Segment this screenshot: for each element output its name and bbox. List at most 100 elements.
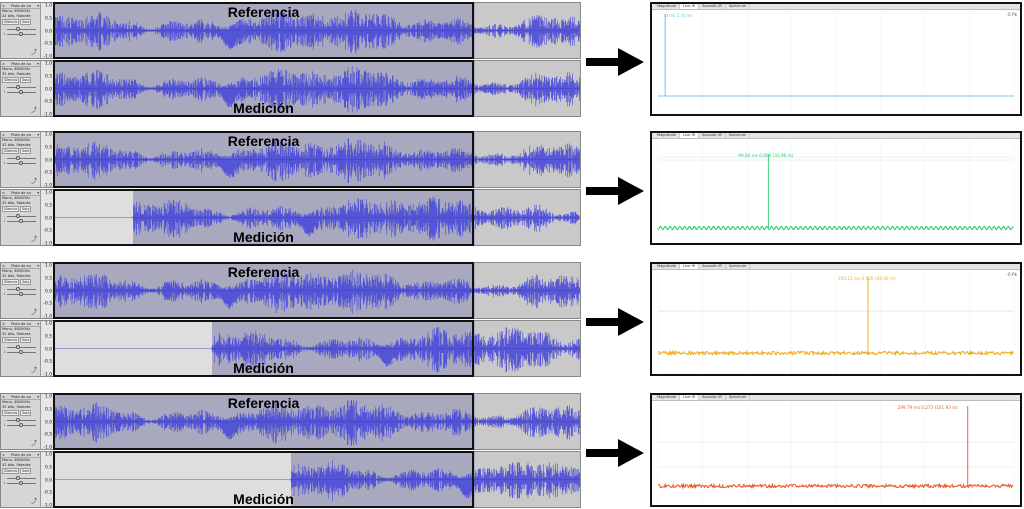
close-icon[interactable]: × (2, 395, 6, 399)
gain-slider[interactable]: - (3, 214, 38, 219)
gain-knob[interactable] (16, 214, 20, 219)
gain-knob[interactable] (16, 156, 20, 161)
waveform-area[interactable] (54, 132, 580, 187)
tab-spectrum[interactable]: Spectrum (726, 133, 751, 138)
tab-spectrum[interactable]: Spectrum (726, 395, 751, 400)
track-name[interactable]: Pista de au (11, 395, 32, 399)
measurement-track[interactable]: × Pista de au ▾ Mono, 48000Hz 32 bits, flota… (0, 451, 581, 509)
waveform-area[interactable] (54, 263, 580, 318)
track-name[interactable]: Pista de au (11, 133, 32, 137)
pan-knob[interactable] (19, 350, 23, 355)
solo-button[interactable]: Solo (20, 410, 32, 417)
impulse-response-panel[interactable]: Magnitude Live IR Acoustic IR Spectrum 99.84… (650, 131, 1022, 245)
collapse-arrow-icon[interactable]: ⤴ (30, 308, 37, 316)
mute-button[interactable]: Silencio (2, 468, 20, 475)
track-name[interactable]: Pista de au (11, 453, 32, 457)
solo-button[interactable]: Solo (20, 19, 32, 26)
mute-button[interactable]: Silencio (2, 148, 20, 155)
waveform-area[interactable] (54, 452, 580, 507)
close-icon[interactable]: × (2, 322, 6, 326)
tab-magnitude[interactable]: Magnitude (654, 264, 681, 269)
waveform-area[interactable] (54, 190, 580, 245)
track-name-row[interactable]: × Pista de au ▾ (1, 132, 40, 139)
collapse-arrow-icon[interactable]: ⤴ (30, 235, 37, 243)
close-icon[interactable]: × (2, 62, 6, 66)
track-name-row[interactable]: × Pista de au ▾ (1, 61, 40, 68)
pan-knob[interactable] (19, 423, 23, 428)
mute-button[interactable]: Silencio (2, 410, 20, 417)
collapse-arrow-icon[interactable]: ⤴ (30, 177, 37, 185)
pan-knob[interactable] (19, 219, 23, 224)
pan-slider[interactable]: I (3, 292, 38, 297)
chevron-down-icon[interactable]: ▾ (37, 4, 39, 8)
chevron-down-icon[interactable]: ▾ (37, 133, 39, 137)
pan-knob[interactable] (19, 161, 23, 166)
tab-magnitude[interactable]: Magnitude (654, 395, 681, 400)
pan-slider[interactable]: I (3, 161, 38, 166)
collapse-arrow-icon[interactable]: ⤴ (30, 497, 37, 505)
gain-knob[interactable] (16, 287, 20, 292)
mute-button[interactable]: Silencio (2, 337, 20, 344)
gain-knob[interactable] (16, 27, 20, 32)
collapse-arrow-icon[interactable]: ⤴ (30, 106, 37, 114)
reference-track[interactable]: × Pista de au ▾ Mono, 48000Hz 32 bits, flota… (0, 262, 581, 320)
chevron-down-icon[interactable]: ▾ (37, 191, 39, 195)
gain-slider[interactable]: - (3, 156, 38, 161)
collapse-arrow-icon[interactable]: ⤴ (30, 48, 37, 56)
tab-acoustic-ir[interactable]: Acoustic IR (699, 133, 726, 138)
measurement-track[interactable]: × Pista de au ▾ Mono, 48000Hz 32 bits, flota… (0, 60, 581, 118)
gain-slider[interactable]: - (3, 476, 38, 481)
solo-button[interactable]: Solo (20, 279, 32, 286)
impulse-response-panel[interactable]: Magnitude Live IR Acoustic IR Spectrum 299.7… (650, 393, 1022, 507)
gain-slider[interactable]: - (3, 345, 38, 350)
chevron-down-icon[interactable]: ▾ (37, 264, 39, 268)
track-name[interactable]: Pista de au (11, 322, 32, 326)
track-name-row[interactable]: × Pista de au ▾ (1, 321, 40, 328)
measurement-track[interactable]: × Pista de au ▾ Mono, 48000Hz 32 bits, flota… (0, 189, 581, 247)
track-name-row[interactable]: × Pista de au ▾ (1, 394, 40, 401)
pan-slider[interactable]: I (3, 350, 38, 355)
mute-button[interactable]: Silencio (2, 279, 20, 286)
track-name[interactable]: Pista de au (11, 191, 32, 195)
pan-knob[interactable] (19, 481, 23, 486)
pan-slider[interactable]: I (3, 423, 38, 428)
tab-magnitude[interactable]: Magnitude (654, 133, 681, 138)
gain-knob[interactable] (16, 418, 20, 423)
chevron-down-icon[interactable]: ▾ (37, 395, 39, 399)
impulse-response-panel[interactable]: Magnitude Live IR Acoustic IR Spectrum 200.2… (650, 262, 1022, 376)
measurement-track[interactable]: × Pista de au ▾ Mono, 48000Hz 32 bits, flota… (0, 320, 581, 378)
pan-slider[interactable]: I (3, 481, 38, 486)
pan-knob[interactable] (19, 292, 23, 297)
waveform-area[interactable] (54, 394, 580, 449)
gain-slider[interactable]: - (3, 85, 38, 90)
pan-slider[interactable]: I (3, 219, 38, 224)
tab-live-ir[interactable]: Live IR (680, 264, 700, 269)
track-name-row[interactable]: × Pista de au ▾ (1, 3, 40, 10)
close-icon[interactable]: × (2, 191, 6, 195)
waveform-area[interactable] (54, 321, 580, 376)
tab-acoustic-ir[interactable]: Acoustic IR (699, 264, 726, 269)
reference-track[interactable]: × Pista de au ▾ Mono, 48000Hz 32 bits, flota… (0, 393, 581, 451)
reference-track[interactable]: × Pista de au ▾ Mono, 48000Hz 32 bits, flota… (0, 2, 581, 60)
gain-knob[interactable] (16, 345, 20, 350)
mute-button[interactable]: Silencio (2, 77, 20, 84)
pan-slider[interactable]: I (3, 90, 38, 95)
tab-acoustic-ir[interactable]: Acoustic IR (699, 4, 726, 9)
track-name-row[interactable]: × Pista de au ▾ (1, 452, 40, 459)
tab-live-ir[interactable]: Live IR (680, 4, 700, 9)
close-icon[interactable]: × (2, 264, 6, 268)
close-icon[interactable]: × (2, 453, 6, 457)
track-name[interactable]: Pista de au (11, 4, 32, 8)
track-name[interactable]: Pista de au (11, 62, 32, 66)
chevron-down-icon[interactable]: ▾ (37, 62, 39, 66)
gain-slider[interactable]: - (3, 27, 38, 32)
gain-knob[interactable] (16, 476, 20, 481)
tab-magnitude[interactable]: Magnitude (654, 4, 681, 9)
track-name-row[interactable]: × Pista de au ▾ (1, 263, 40, 270)
solo-button[interactable]: Solo (20, 77, 32, 84)
solo-button[interactable]: Solo (20, 468, 32, 475)
impulse-response-panel[interactable]: Magnitude Live IR Acoustic IR Spectrum 0 ms … (650, 2, 1022, 116)
waveform-area[interactable] (54, 3, 580, 58)
gain-slider[interactable]: - (3, 287, 38, 292)
tab-spectrum[interactable]: Spectrum (726, 264, 751, 269)
